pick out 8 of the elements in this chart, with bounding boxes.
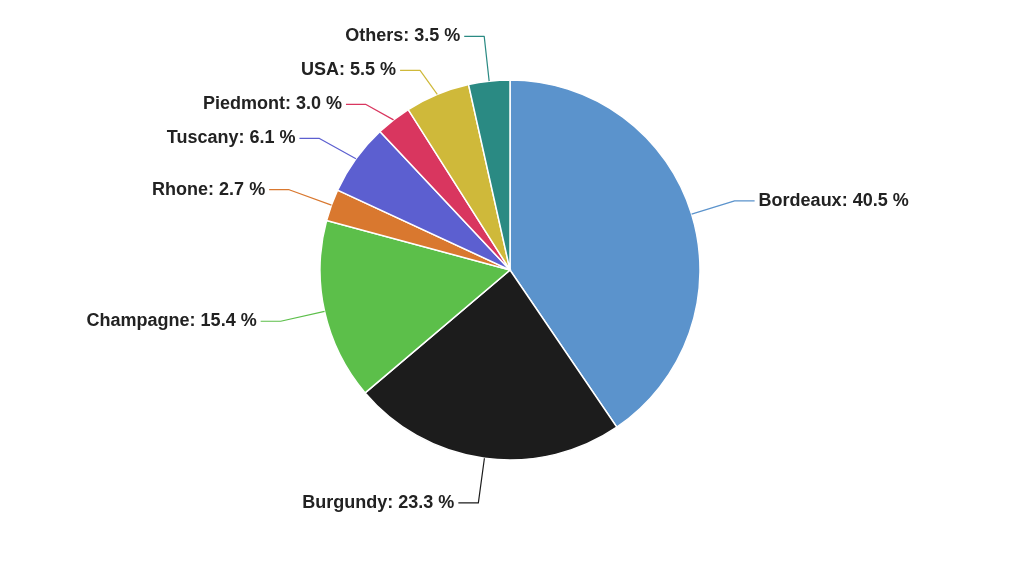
slice-label: Piedmont: 3.0 %	[202, 93, 342, 114]
slice-label: Others: 3.5 %	[345, 25, 461, 46]
slice-label: USA: 5.5 %	[301, 59, 397, 80]
slice-label: Champagne: 15.4 %	[86, 310, 257, 331]
slice-label: Bordeaux: 40.5 %	[758, 189, 909, 210]
slice-label: Rhone: 2.7 %	[152, 178, 266, 199]
slice-label: Tuscany: 6.1 %	[166, 127, 296, 148]
slice-label: Burgundy: 23.3 %	[302, 491, 455, 512]
